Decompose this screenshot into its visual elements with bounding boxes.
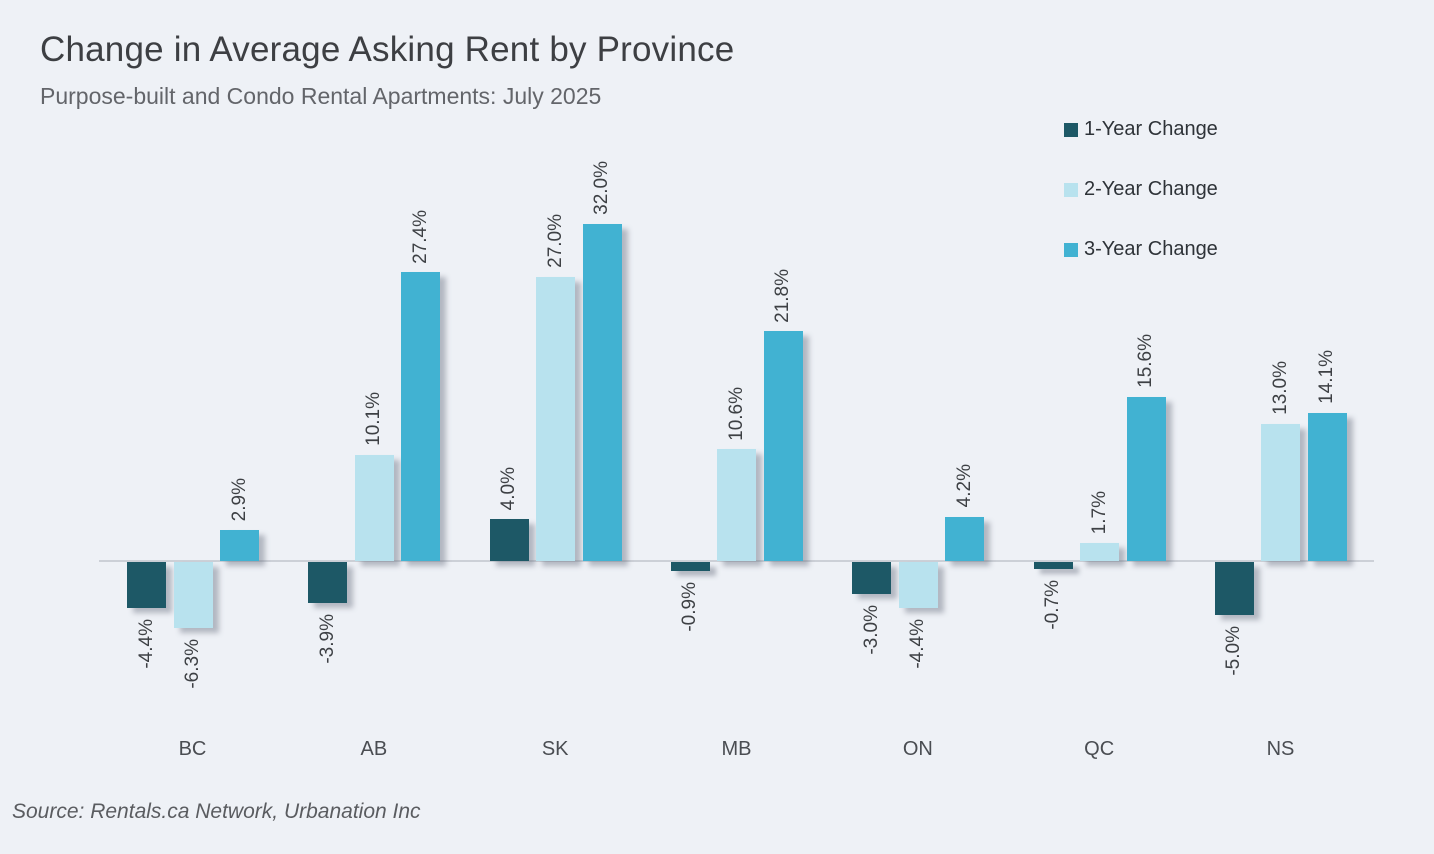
value-label: 21.8% — [772, 268, 794, 323]
legend-item-3: 3-Year Change — [1064, 238, 1218, 261]
chart-title: Change in Average Asking Rent by Provinc… — [40, 30, 735, 69]
value-label: -5.0% — [1223, 625, 1245, 676]
x-axis-label-mb: MB — [721, 738, 752, 760]
value-label: 10.6% — [725, 386, 747, 441]
value-label: -3.0% — [860, 604, 882, 655]
legend-item-1: 1-Year Change — [1064, 118, 1218, 141]
x-axis-label-ab: AB — [360, 738, 388, 760]
x-axis-label-bc: BC — [178, 738, 207, 760]
bar-mb-series3 — [763, 331, 803, 561]
bar-ns-series2 — [1261, 424, 1301, 561]
bar-qc-series3 — [1126, 396, 1166, 561]
value-label: 4.2% — [953, 464, 975, 508]
value-label: 1.7% — [1088, 490, 1110, 535]
bar-bc-series2 — [173, 562, 213, 629]
x-axis-label-on: ON — [902, 738, 933, 760]
zero-axis-line — [99, 560, 1374, 562]
value-label: 13.0% — [1269, 361, 1291, 416]
bar-qc-series2 — [1080, 543, 1120, 561]
bar-ab-series1 — [308, 562, 348, 604]
value-label: 4.0% — [498, 466, 520, 510]
bar-ab-series3 — [401, 272, 441, 561]
bar-on-series3 — [945, 516, 985, 561]
chart-subtitle: Purpose-built and Condo Rental Apartment… — [40, 83, 602, 109]
bar-ns-series3 — [1307, 412, 1347, 561]
bar-sk-series3 — [582, 224, 622, 561]
bar-on-series2 — [898, 562, 938, 609]
value-label: -0.7% — [1042, 580, 1064, 630]
value-label: -4.4% — [135, 619, 157, 669]
legend-label: 3-Year Change — [1084, 238, 1218, 260]
legend-label: 1-Year Change — [1084, 118, 1218, 140]
value-label: 15.6% — [1135, 333, 1157, 388]
value-label: 14.1% — [1316, 349, 1338, 404]
legend-label: 2-Year Change — [1084, 178, 1218, 200]
value-label: -4.4% — [907, 619, 929, 669]
legend-item-2: 2-Year Change — [1064, 178, 1218, 201]
value-label: -0.9% — [679, 582, 701, 633]
value-label: 10.1% — [363, 391, 385, 446]
x-axis-label-qc: QC — [1084, 738, 1115, 760]
bar-mb-series1 — [670, 562, 710, 572]
bar-qc-series1 — [1033, 562, 1073, 570]
source-note: Source: Rentals.ca Network, Urbanation I… — [12, 800, 421, 823]
legend-swatch-icon — [1064, 242, 1078, 257]
bar-bc-series3 — [220, 530, 259, 561]
value-label: 32.0% — [591, 161, 613, 216]
value-label: 2.9% — [228, 478, 250, 522]
value-label: -3.9% — [316, 614, 338, 664]
value-label: 27.4% — [409, 209, 431, 264]
bar-ab-series2 — [354, 454, 394, 561]
x-axis-label-ns: NS — [1266, 738, 1295, 760]
bar-bc-series1 — [127, 562, 166, 609]
bar-mb-series2 — [717, 449, 757, 561]
legend-swatch-icon — [1064, 122, 1078, 137]
value-label: 27.0% — [544, 213, 566, 268]
bar-on-series1 — [852, 562, 892, 594]
bar-ns-series1 — [1214, 562, 1254, 615]
legend-swatch-icon — [1064, 182, 1078, 197]
x-axis-label-sk: SK — [541, 738, 569, 760]
bar-sk-series2 — [536, 276, 576, 561]
bar-sk-series1 — [489, 518, 529, 561]
value-label: -6.3% — [182, 639, 203, 689]
